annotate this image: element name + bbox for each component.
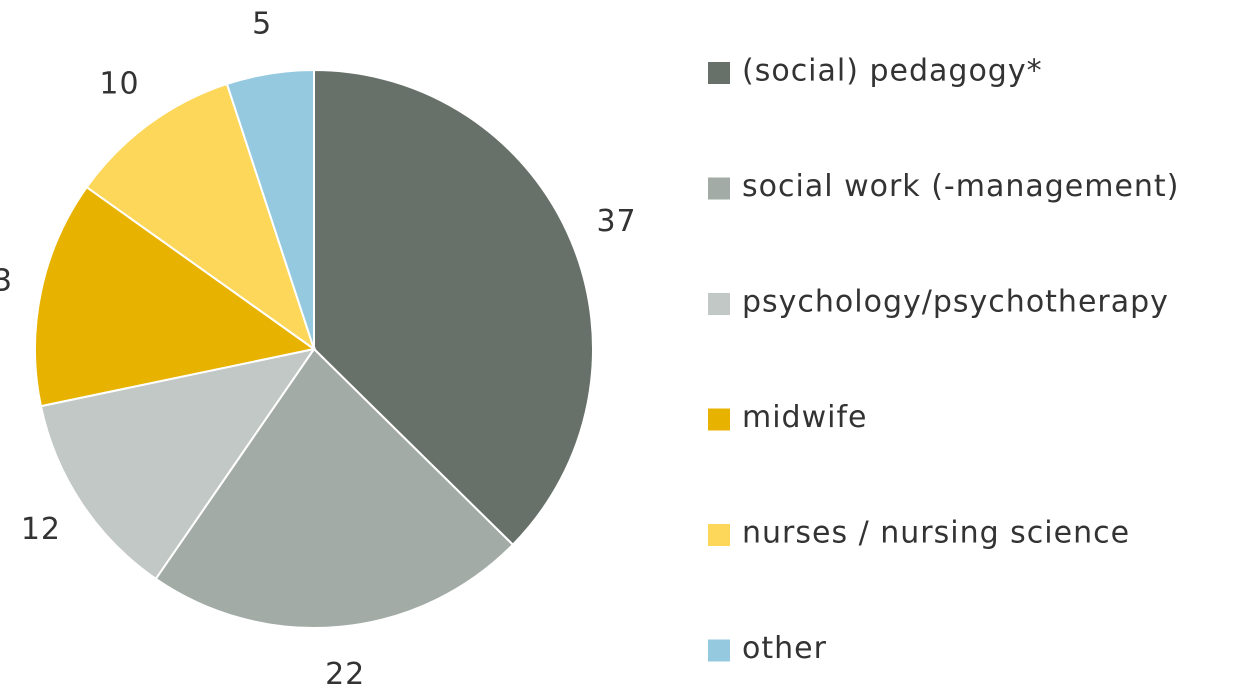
legend-swatch (708, 408, 730, 431)
legend-swatch (708, 524, 730, 546)
pie-slice (85, 82, 316, 352)
legend-label: midwife (742, 400, 868, 435)
legend-label: psychology/psychotherapy (742, 285, 1169, 320)
legend-swatch (708, 177, 730, 200)
legend-label: social work (-management) (742, 169, 1179, 204)
pie-slice (34, 185, 317, 408)
data-label: 37 (596, 204, 636, 239)
pie-slice (154, 347, 515, 629)
pie-slice (225, 68, 315, 350)
pie-slice (39, 347, 317, 581)
legend-label: (social) pedagogy* (742, 54, 1043, 89)
data-label: 13 (0, 263, 13, 298)
legend-swatch (708, 62, 730, 84)
pie-slice (313, 68, 594, 547)
legend-swatch (708, 639, 730, 662)
data-label: 12 (21, 512, 61, 547)
legend-label: nurses / nursing science (742, 516, 1130, 551)
data-label: 5 (252, 7, 272, 42)
data-label: 22 (325, 657, 365, 688)
data-label: 10 (99, 66, 139, 101)
legend-swatch (708, 293, 730, 315)
legend-label: other (742, 631, 827, 666)
